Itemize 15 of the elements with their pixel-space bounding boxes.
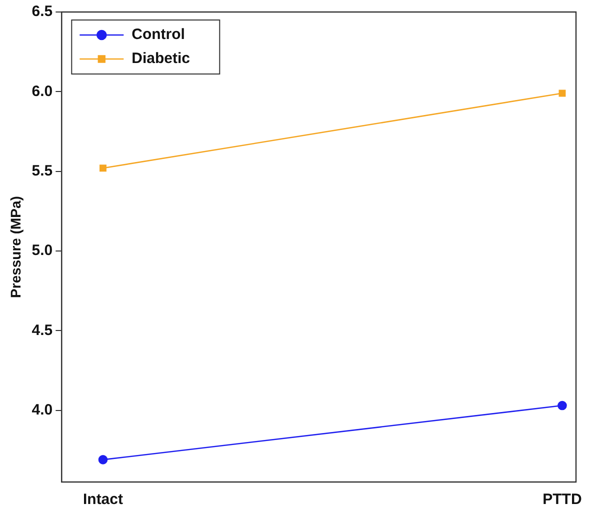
point [100, 164, 106, 172]
point [98, 455, 108, 464]
y-axis-title: Pressure (MPa) [7, 196, 24, 298]
x-tick-label: PTTD [542, 491, 582, 508]
x-tick-label: Intact [82, 491, 123, 508]
y-tick-label: 6.0 [32, 82, 53, 100]
point [558, 90, 566, 97]
y-tick-label: 6.5 [32, 3, 53, 20]
y-tick-label: 5.5 [32, 162, 53, 180]
legend-label: Diabetic [132, 50, 190, 68]
y-tick-label: 4.0 [32, 401, 53, 418]
y-tick-label: 4.5 [32, 322, 53, 339]
point [558, 400, 567, 410]
legend-label: Control [132, 26, 185, 44]
y-tick-label: 5.0 [32, 242, 53, 260]
